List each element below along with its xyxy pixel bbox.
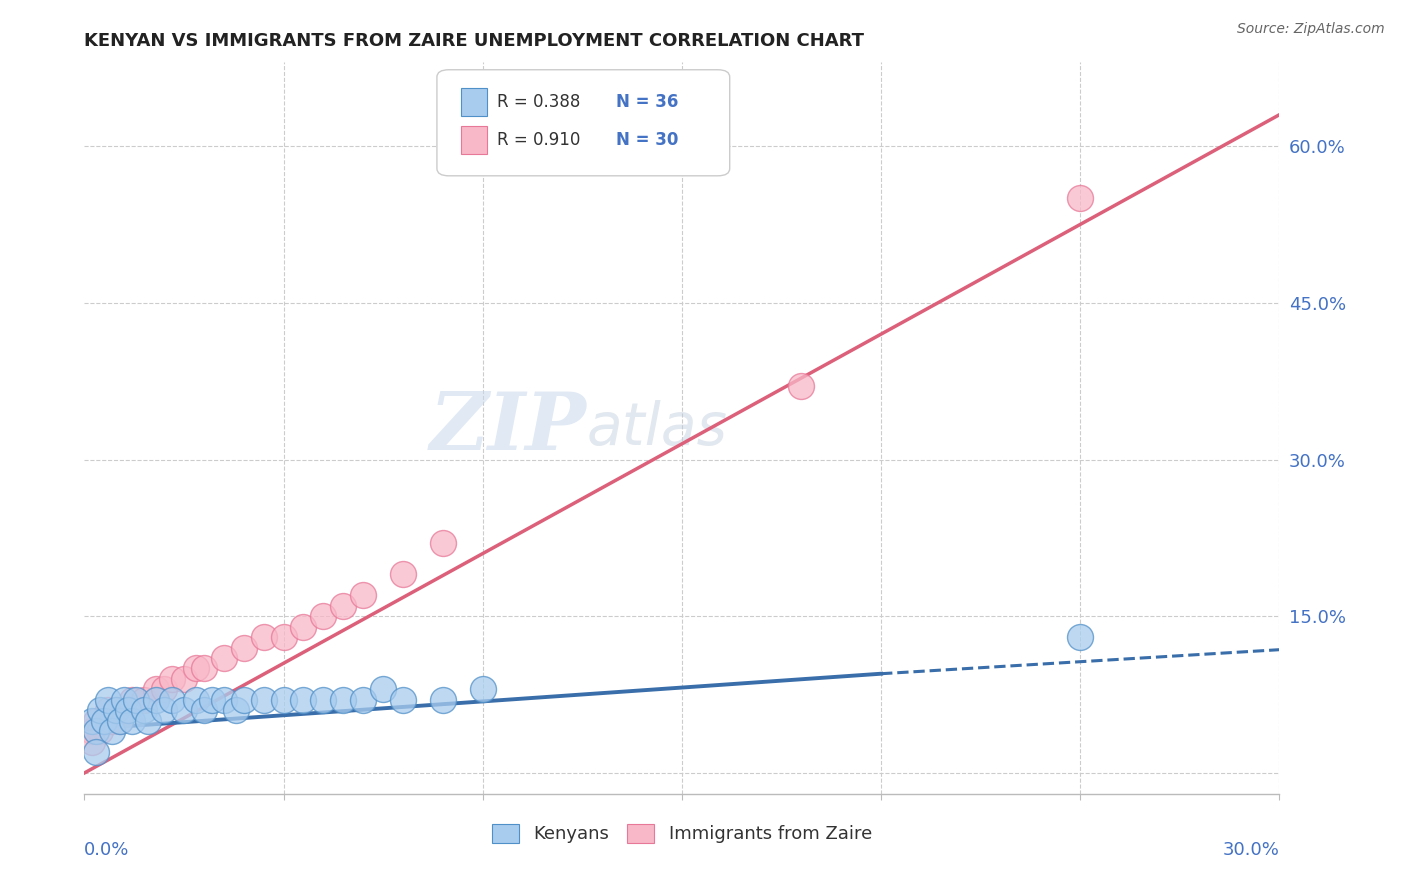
Point xyxy=(471,682,494,697)
Point xyxy=(312,609,335,624)
Point xyxy=(105,703,128,717)
Point xyxy=(101,714,124,728)
Point xyxy=(392,567,415,582)
Point xyxy=(1069,191,1091,205)
Point xyxy=(132,693,156,707)
Text: 0.0%: 0.0% xyxy=(84,841,129,859)
Point xyxy=(232,640,254,655)
Point xyxy=(352,588,374,602)
Point xyxy=(82,724,104,739)
Point xyxy=(184,661,207,675)
Point xyxy=(193,661,215,675)
Point xyxy=(89,724,111,739)
Legend: Kenyans, Immigrants from Zaire: Kenyans, Immigrants from Zaire xyxy=(485,817,879,851)
Point xyxy=(101,724,124,739)
Text: ZIP: ZIP xyxy=(429,390,586,467)
Point xyxy=(125,693,148,707)
Point xyxy=(145,693,167,707)
Text: N = 30: N = 30 xyxy=(616,131,679,149)
Point xyxy=(373,682,395,697)
Point xyxy=(193,703,215,717)
Point xyxy=(184,693,207,707)
Point xyxy=(160,672,183,686)
Point xyxy=(145,682,167,697)
Point xyxy=(173,703,195,717)
Point xyxy=(97,703,120,717)
Point xyxy=(121,693,143,707)
Point xyxy=(136,714,159,728)
Point xyxy=(93,714,115,728)
Point xyxy=(253,630,276,644)
FancyBboxPatch shape xyxy=(461,126,486,153)
Point xyxy=(86,714,108,728)
Point xyxy=(253,693,276,707)
Point xyxy=(432,536,454,550)
Text: 30.0%: 30.0% xyxy=(1223,841,1279,859)
Point xyxy=(432,693,454,707)
Point xyxy=(212,651,235,665)
Point xyxy=(93,714,115,728)
Point xyxy=(153,682,176,697)
Text: Source: ZipAtlas.com: Source: ZipAtlas.com xyxy=(1237,22,1385,37)
Point xyxy=(273,630,295,644)
Point xyxy=(132,703,156,717)
Point xyxy=(121,714,143,728)
Point xyxy=(225,703,247,717)
Text: N = 36: N = 36 xyxy=(616,93,679,111)
Point xyxy=(312,693,335,707)
Text: atlas: atlas xyxy=(586,400,727,457)
Point xyxy=(112,703,135,717)
Point xyxy=(97,693,120,707)
Point xyxy=(82,714,104,728)
Point xyxy=(273,693,295,707)
Point xyxy=(160,693,183,707)
Point xyxy=(112,693,135,707)
Point xyxy=(292,620,315,634)
Point xyxy=(173,672,195,686)
Point xyxy=(292,693,315,707)
FancyBboxPatch shape xyxy=(437,70,730,176)
Point xyxy=(332,599,354,613)
Point xyxy=(392,693,415,707)
Text: R = 0.388: R = 0.388 xyxy=(496,93,581,111)
Point xyxy=(105,703,128,717)
Text: R = 0.910: R = 0.910 xyxy=(496,131,581,149)
Point xyxy=(201,693,224,707)
FancyBboxPatch shape xyxy=(461,88,486,116)
Point xyxy=(110,714,132,728)
Point xyxy=(232,693,254,707)
Point xyxy=(153,703,176,717)
Point xyxy=(86,745,108,759)
Point xyxy=(1069,630,1091,644)
Point xyxy=(82,734,104,748)
Point xyxy=(86,724,108,739)
Point xyxy=(332,693,354,707)
Point xyxy=(89,703,111,717)
Point xyxy=(790,379,813,393)
Point xyxy=(110,714,132,728)
Text: KENYAN VS IMMIGRANTS FROM ZAIRE UNEMPLOYMENT CORRELATION CHART: KENYAN VS IMMIGRANTS FROM ZAIRE UNEMPLOY… xyxy=(84,32,865,50)
Point xyxy=(352,693,374,707)
Point xyxy=(117,703,139,717)
Point xyxy=(212,693,235,707)
